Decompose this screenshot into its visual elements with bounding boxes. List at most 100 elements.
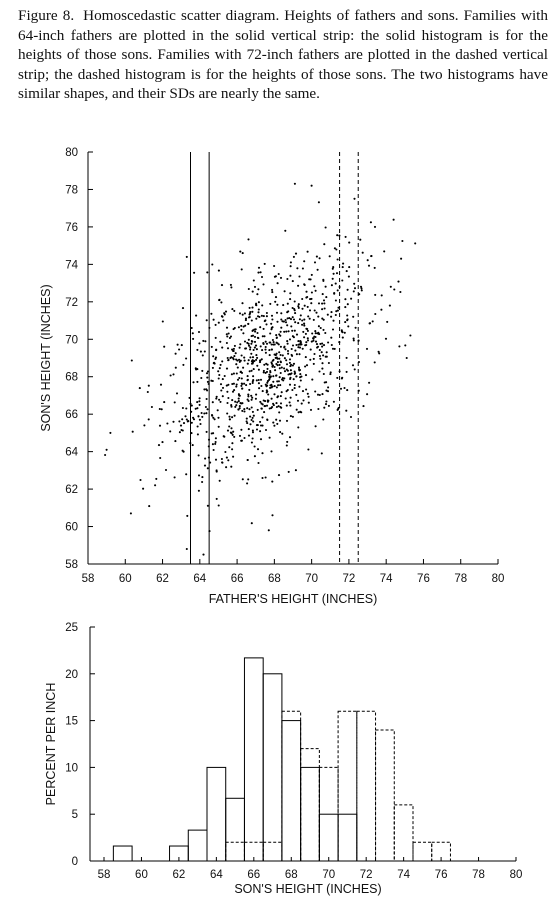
scatter-point xyxy=(257,461,260,465)
scatter-point xyxy=(274,300,277,303)
scatter-point xyxy=(265,370,269,373)
scatter-point xyxy=(291,329,294,332)
scatter-point xyxy=(190,326,193,330)
scatter-point xyxy=(272,375,275,378)
scatter-point xyxy=(263,262,266,265)
scatter-point xyxy=(301,390,305,393)
scatter-point xyxy=(259,378,263,381)
scatter-point xyxy=(273,393,276,396)
scatter-point xyxy=(313,352,316,356)
scatter-point xyxy=(241,313,244,316)
scatter-point xyxy=(247,342,250,345)
scatter-point xyxy=(370,255,373,258)
scatter-point xyxy=(131,430,134,433)
scatter-point xyxy=(297,322,300,325)
scatter-point xyxy=(275,402,278,405)
scatter-point xyxy=(233,435,236,438)
scatter-point xyxy=(278,411,281,414)
scatter-point xyxy=(246,422,249,425)
scatter-point xyxy=(219,400,222,403)
scatter-point xyxy=(174,440,177,443)
scatter-point xyxy=(255,354,258,357)
scatter-point xyxy=(271,288,274,291)
scatter-point xyxy=(270,314,274,317)
scatter-point xyxy=(213,362,216,365)
scatter-point xyxy=(278,367,281,370)
scatter-point xyxy=(323,406,326,409)
scatter-point xyxy=(130,359,133,362)
scatter-point xyxy=(257,308,260,311)
scatter-point xyxy=(343,386,346,390)
scatter-x-tick-label: 70 xyxy=(305,573,318,585)
scatter-point xyxy=(346,319,349,322)
scatter-point xyxy=(260,314,263,317)
scatter-point xyxy=(279,345,282,348)
scatter-point xyxy=(317,325,320,328)
scatter-point xyxy=(264,476,267,479)
scatter-point xyxy=(270,450,273,453)
scatter-point xyxy=(295,343,298,347)
scatter-point xyxy=(249,356,252,359)
scatter-point xyxy=(325,296,328,299)
scatter-point xyxy=(340,329,343,332)
scatter-point xyxy=(268,377,271,380)
scatter-point xyxy=(210,312,213,315)
scatter-point xyxy=(318,333,321,336)
scatter-point xyxy=(298,369,301,372)
scatter-point xyxy=(277,272,280,276)
scatter-point xyxy=(302,399,305,402)
scatter-point xyxy=(295,333,299,336)
scatter-point xyxy=(271,291,274,294)
scatter-point xyxy=(307,395,310,398)
scatter-point xyxy=(259,420,262,423)
scatter-point xyxy=(258,387,261,390)
scatter-point xyxy=(251,396,254,399)
scatter-point xyxy=(270,326,273,329)
scatter-point xyxy=(190,404,193,407)
scatter-point xyxy=(310,273,313,276)
scatter-point xyxy=(299,314,302,317)
scatter-point xyxy=(253,445,256,448)
scatter-point xyxy=(159,456,162,460)
scatter-point xyxy=(252,375,255,378)
scatter-point xyxy=(222,319,225,322)
scatter-point xyxy=(190,421,193,424)
scatter-point xyxy=(226,401,229,405)
scatter-point xyxy=(318,354,321,358)
scatter-point xyxy=(252,368,255,371)
scatter-point xyxy=(352,290,355,293)
scatter-point xyxy=(250,335,253,338)
scatter-point xyxy=(196,433,199,436)
scatter-point xyxy=(317,201,320,204)
scatter-point xyxy=(330,311,333,314)
scatter-point xyxy=(270,361,273,364)
scatter-point xyxy=(182,450,185,453)
scatter-point xyxy=(398,345,401,348)
scatter-point xyxy=(272,380,275,383)
scatter-point xyxy=(217,504,220,507)
scatter-point xyxy=(321,393,324,396)
scatter-point xyxy=(279,431,282,434)
scatter-point xyxy=(353,197,356,200)
scatter-point xyxy=(306,305,309,308)
scatter-point xyxy=(215,395,218,398)
scatter-point xyxy=(289,404,292,407)
scatter-point xyxy=(191,444,194,447)
scatter-point xyxy=(378,352,381,355)
scatter-point xyxy=(287,470,290,473)
scatter-point xyxy=(255,358,258,361)
scatter-point xyxy=(294,312,297,315)
scatter-point xyxy=(286,349,290,353)
scatter-point xyxy=(301,297,304,301)
scatter-point xyxy=(297,306,300,309)
scatter-point xyxy=(309,278,312,281)
scatter-point xyxy=(344,321,347,324)
scatter-point xyxy=(310,340,313,343)
scatter-point xyxy=(226,347,230,350)
scatter-point xyxy=(264,383,267,386)
scatter-point xyxy=(281,432,284,435)
scatter-point xyxy=(322,278,325,281)
scatter-point xyxy=(238,358,241,361)
scatter-y-tick-label: 80 xyxy=(65,147,78,159)
scatter-point xyxy=(263,363,266,366)
